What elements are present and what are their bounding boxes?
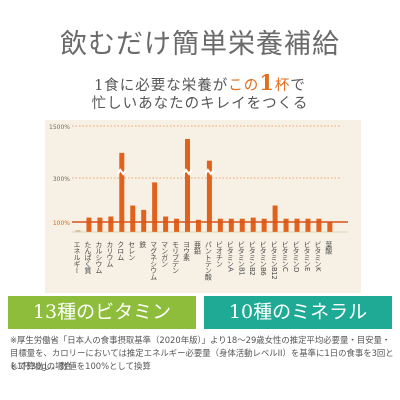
footnote-standard: ※厚生労働省「日本人の食事摂取基準（2020年版）」より18〜29歳女性の推定平… xyxy=(10,335,394,371)
bar xyxy=(272,205,278,232)
bar xyxy=(316,218,322,232)
bar xyxy=(185,139,190,232)
x-category-label: カリウム xyxy=(106,241,114,268)
axis-break-mark xyxy=(204,168,215,176)
axis-break-mark xyxy=(182,168,193,176)
bar xyxy=(119,152,125,232)
subtitle-highlight: この xyxy=(228,78,260,94)
bar xyxy=(239,218,245,232)
x-category-label: ビタミンB12 xyxy=(270,241,278,279)
bar xyxy=(75,230,81,232)
bar xyxy=(152,182,158,232)
x-category-label: ビタミンA xyxy=(226,241,234,272)
bar xyxy=(261,218,267,232)
vitamins-banner: 13種のビタミン xyxy=(8,296,196,329)
x-category-label: カルシウム xyxy=(95,241,103,274)
subtitle-highlight-unit: 杯 xyxy=(274,78,291,94)
x-category-label: ビタミンE xyxy=(303,241,311,271)
subtitle-line-2: 忙しいあなたのキレイをつくる xyxy=(91,96,309,112)
footnote-serving: ※1杯30gの場合 xyxy=(10,361,72,371)
bar xyxy=(86,217,92,232)
bar xyxy=(228,218,234,232)
y-tick-label: 100% xyxy=(53,220,70,227)
bar xyxy=(141,209,147,232)
subtitle-line-1-pre: 1食に必要な栄養が xyxy=(94,78,229,94)
minerals-banner: 10種のミネラル xyxy=(204,296,392,329)
x-category-label: マンガン xyxy=(161,241,169,268)
bar xyxy=(174,218,180,232)
x-category-label: たんぱく質 xyxy=(84,241,92,275)
bar xyxy=(217,218,223,232)
bar xyxy=(163,216,169,232)
y-tick-label: 1500% xyxy=(49,124,70,131)
x-category-label: 葉酸 xyxy=(325,240,333,256)
bar xyxy=(305,218,311,232)
x-category-label: マグネシウム xyxy=(150,241,158,281)
x-category-label: ビタミンB1 xyxy=(237,241,245,275)
page-headline: 飲むだけ簡単栄養補給 xyxy=(60,29,340,60)
bar xyxy=(195,219,201,232)
axis-break-mark xyxy=(116,168,127,176)
bar xyxy=(327,222,333,232)
bar xyxy=(130,205,136,232)
x-category-label: 鉄 xyxy=(139,240,147,249)
x-category-label: セレン xyxy=(128,241,136,261)
x-category-label: クロム xyxy=(117,241,125,261)
bar xyxy=(250,217,256,232)
bar xyxy=(97,217,103,232)
x-category-label: ビタミンB6 xyxy=(259,241,267,276)
x-category-label: ビオチン xyxy=(215,241,223,268)
bar xyxy=(283,218,289,232)
x-category-label: 亜鉛 xyxy=(193,241,201,256)
x-category-label: ヨウ素 xyxy=(183,241,191,261)
bar xyxy=(294,218,300,232)
subtitle-line-1: 1食に必要な栄養がこの1杯で xyxy=(0,70,400,95)
x-category-label: ビタミンB2 xyxy=(248,241,256,275)
nutrient-bar-chart: 100%300%1500%エネルギー たんぱく質 カルシウム カリウム クロム セレン鉄マ… xyxy=(49,124,348,282)
x-category-label: ビタミンC xyxy=(281,241,289,272)
bar xyxy=(108,216,114,232)
subtitle-highlight-number: 1 xyxy=(259,70,275,95)
x-category-label: ビタミンK xyxy=(314,241,322,272)
x-category-label: パントテン酸 xyxy=(204,241,212,282)
subtitle-line-1-post: で xyxy=(290,78,306,94)
x-category-label: ビタミンD xyxy=(292,241,300,272)
chart-background xyxy=(45,120,361,293)
bar xyxy=(206,160,212,232)
x-category-label: エネルギー xyxy=(73,241,81,274)
x-category-label: モリブデン xyxy=(172,241,180,274)
y-tick-label: 300% xyxy=(53,176,70,183)
